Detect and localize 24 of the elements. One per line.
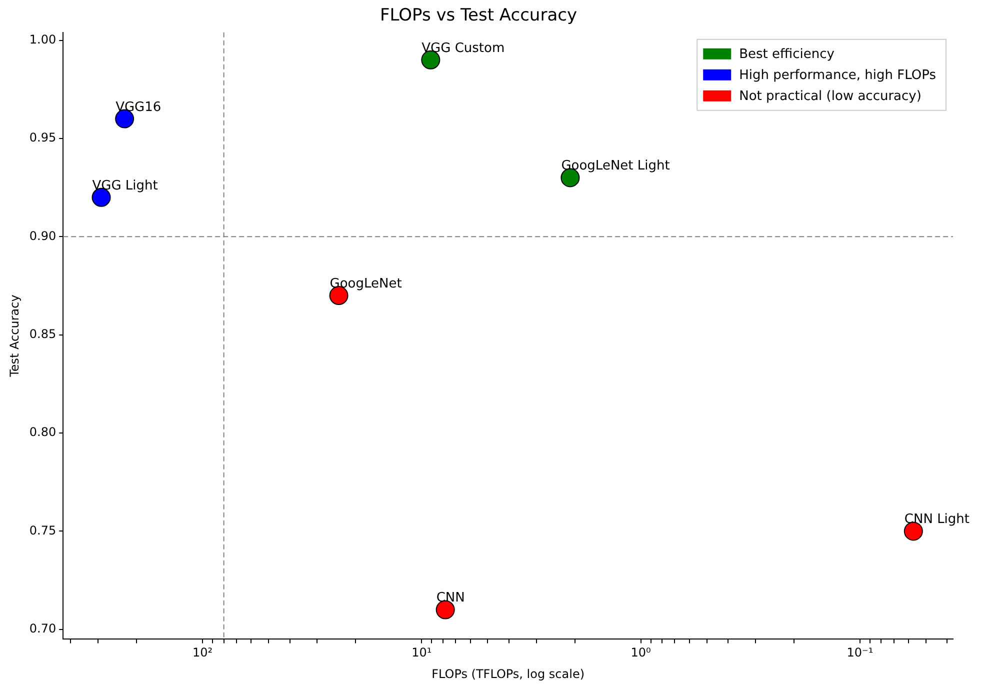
y-tick-label: 0.95 <box>29 130 56 145</box>
legend-label: Best efficiency <box>739 46 835 62</box>
annotation: VGG Custom <box>422 40 505 56</box>
y-tick-label: 0.85 <box>29 326 56 341</box>
annotation: CNN Light <box>904 512 970 528</box>
annotation: GoogLeNet Light <box>561 158 670 174</box>
annotation: VGG16 <box>116 100 162 115</box>
y-axis-title: Test Accuracy <box>7 294 22 378</box>
legend-label: Not practical (low accuracy) <box>739 88 922 104</box>
x-tick-label: 10⁻¹ <box>846 646 874 660</box>
x-tick-label: 10¹ <box>412 646 432 660</box>
chart-title: FLOPs vs Test Accuracy <box>380 6 578 26</box>
annotation: GoogLeNet <box>330 276 402 292</box>
x-tick-label: 10⁰ <box>630 646 652 660</box>
legend-label: High performance, high FLOPs <box>739 68 936 83</box>
annotation: VGG Light <box>92 178 158 194</box>
y-tick-label: 0.70 <box>29 622 56 636</box>
x-axis-title: FLOPs (TFLOPs, log scale) <box>432 666 585 681</box>
y-tick-label: 0.80 <box>29 425 56 440</box>
x-tick-label: 10² <box>192 646 213 660</box>
annotation: CNN <box>436 590 465 606</box>
y-tick-label: 0.90 <box>29 228 56 243</box>
y-tick-label: 0.75 <box>29 523 56 538</box>
y-tick-label: 1.00 <box>29 32 56 46</box>
